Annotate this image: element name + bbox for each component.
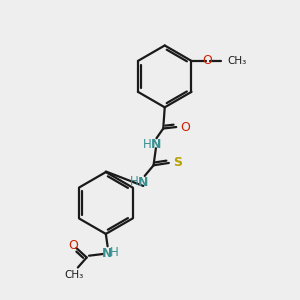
- Text: O: O: [202, 54, 212, 67]
- Text: N: N: [101, 247, 112, 260]
- Text: N: N: [151, 138, 161, 151]
- Text: O: O: [180, 121, 190, 134]
- Text: H: H: [110, 246, 118, 259]
- Text: N: N: [138, 176, 148, 189]
- Text: CH₃: CH₃: [64, 270, 84, 280]
- Text: S: S: [173, 156, 182, 169]
- Text: O: O: [68, 239, 78, 252]
- Text: H: H: [130, 175, 139, 188]
- Text: H: H: [143, 138, 152, 151]
- Text: CH₃: CH₃: [227, 56, 247, 66]
